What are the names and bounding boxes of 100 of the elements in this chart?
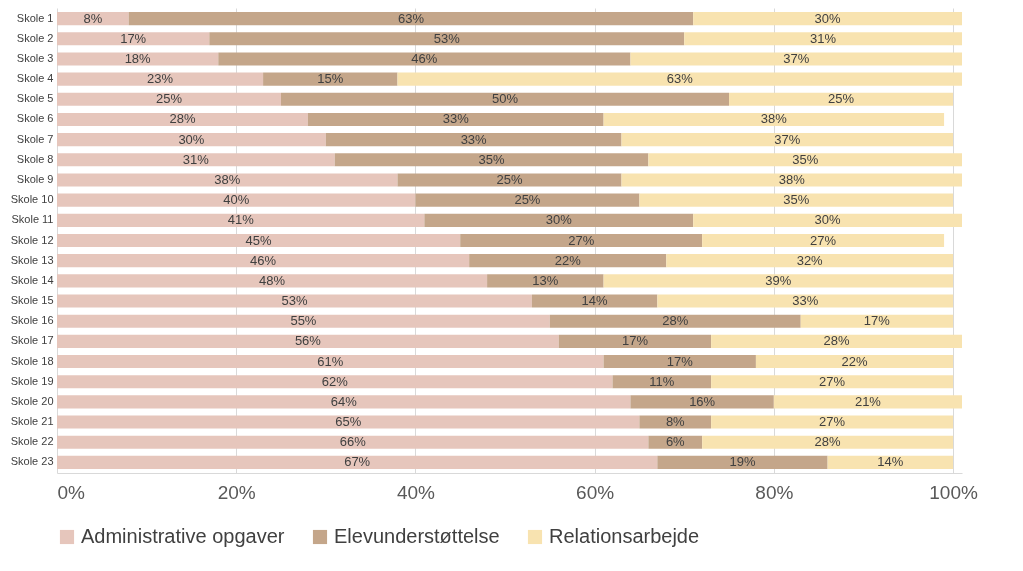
bar [773,395,962,409]
data-label: 40% [223,192,250,208]
bar [57,52,219,66]
bar [57,415,640,429]
data-label: 8% [665,414,686,430]
data-label: 67% [344,454,371,470]
bar [711,375,954,389]
bar [57,133,326,147]
data-label: 17% [863,313,891,329]
bar [325,133,622,147]
data-label: 38% [214,171,241,187]
bar [57,173,398,187]
data-label: 30% [814,212,842,228]
data-label: 30% [545,212,573,228]
y-tick-label: Skole 2 [16,31,54,44]
bar [263,72,398,86]
data-label: 46% [250,252,277,268]
bar [57,32,210,46]
data-label: 48% [259,272,286,288]
y-tick-label: Skole 5 [16,92,54,105]
bar [334,153,649,167]
bar [57,294,532,308]
bar [639,193,954,207]
data-label: 45% [245,232,273,248]
data-label: 38% [760,111,788,127]
data-label: 8% [83,10,103,26]
data-label: 17% [666,353,694,369]
data-label: 25% [828,91,855,107]
y-tick-label: Skole 6 [16,112,54,125]
y-tick-label: Skole 8 [16,152,54,165]
data-label: 28% [662,313,689,329]
bar [531,294,658,308]
data-label: 65% [335,414,362,430]
data-label: 50% [492,91,519,107]
bar [424,213,694,227]
bar [800,314,954,328]
data-label: 37% [774,131,801,147]
bar [666,254,954,268]
data-label: 35% [783,192,810,208]
data-label: 62% [321,373,349,389]
bar [693,213,962,227]
data-label: 30% [178,131,205,147]
bar [57,435,649,449]
y-tick-label: Skole 7 [16,132,54,145]
legend-label: Relationsarbejde [549,525,700,547]
data-label: 55% [290,313,317,329]
data-label: 25% [514,192,541,208]
bar [307,112,604,127]
data-label: 18% [124,50,152,66]
bar [57,92,282,106]
data-label: 30% [814,10,842,26]
y-tick-label: Skole 17 [10,334,54,347]
bar [281,92,730,106]
bar [397,72,962,86]
x-tick-label: 60% [576,481,615,503]
data-label: 56% [294,333,322,349]
y-tick-label: Skole 3 [16,51,54,64]
data-label: 27% [819,373,846,389]
data-label: 32% [796,252,824,268]
y-tick-label: Skole 15 [10,294,54,307]
data-label: 31% [182,151,210,167]
y-tick-label: Skole 12 [10,233,54,246]
data-label: 64% [330,393,358,409]
data-label: 37% [783,50,810,66]
bar [711,334,962,348]
data-label: 41% [227,212,255,228]
data-label: 22% [554,252,582,268]
bar [648,153,962,167]
bar [657,455,828,469]
bar [209,32,685,46]
y-tick-label: Skole 19 [10,374,54,387]
y-tick-label: Skole 18 [10,354,54,367]
legend-label: Administrative opgaver [81,525,285,547]
data-label: 17% [621,333,649,349]
y-tick-label: Skole 23 [10,455,54,468]
bar [621,133,954,147]
bar [549,314,801,328]
bar [621,173,962,187]
bar [603,112,945,127]
bar [415,193,640,207]
x-tick-label: 80% [755,481,794,503]
y-tick-label: Skole 20 [10,394,54,407]
data-label: 21% [854,393,882,409]
y-tick-label: Skole 21 [10,415,54,428]
data-label: 27% [810,232,837,248]
data-label: 46% [411,50,438,66]
y-tick-label: Skole 13 [10,253,54,266]
data-label: 14% [877,454,904,470]
bar [57,455,658,469]
bar [657,294,954,308]
data-label: 15% [317,71,344,87]
bar [128,12,694,26]
bar [57,213,425,227]
y-tick-label: Skole 10 [10,193,54,206]
bar [487,274,604,288]
bar [630,395,774,409]
data-label: 61% [317,353,344,369]
bar [397,173,622,187]
data-label: 25% [496,171,523,187]
bar [755,354,954,369]
